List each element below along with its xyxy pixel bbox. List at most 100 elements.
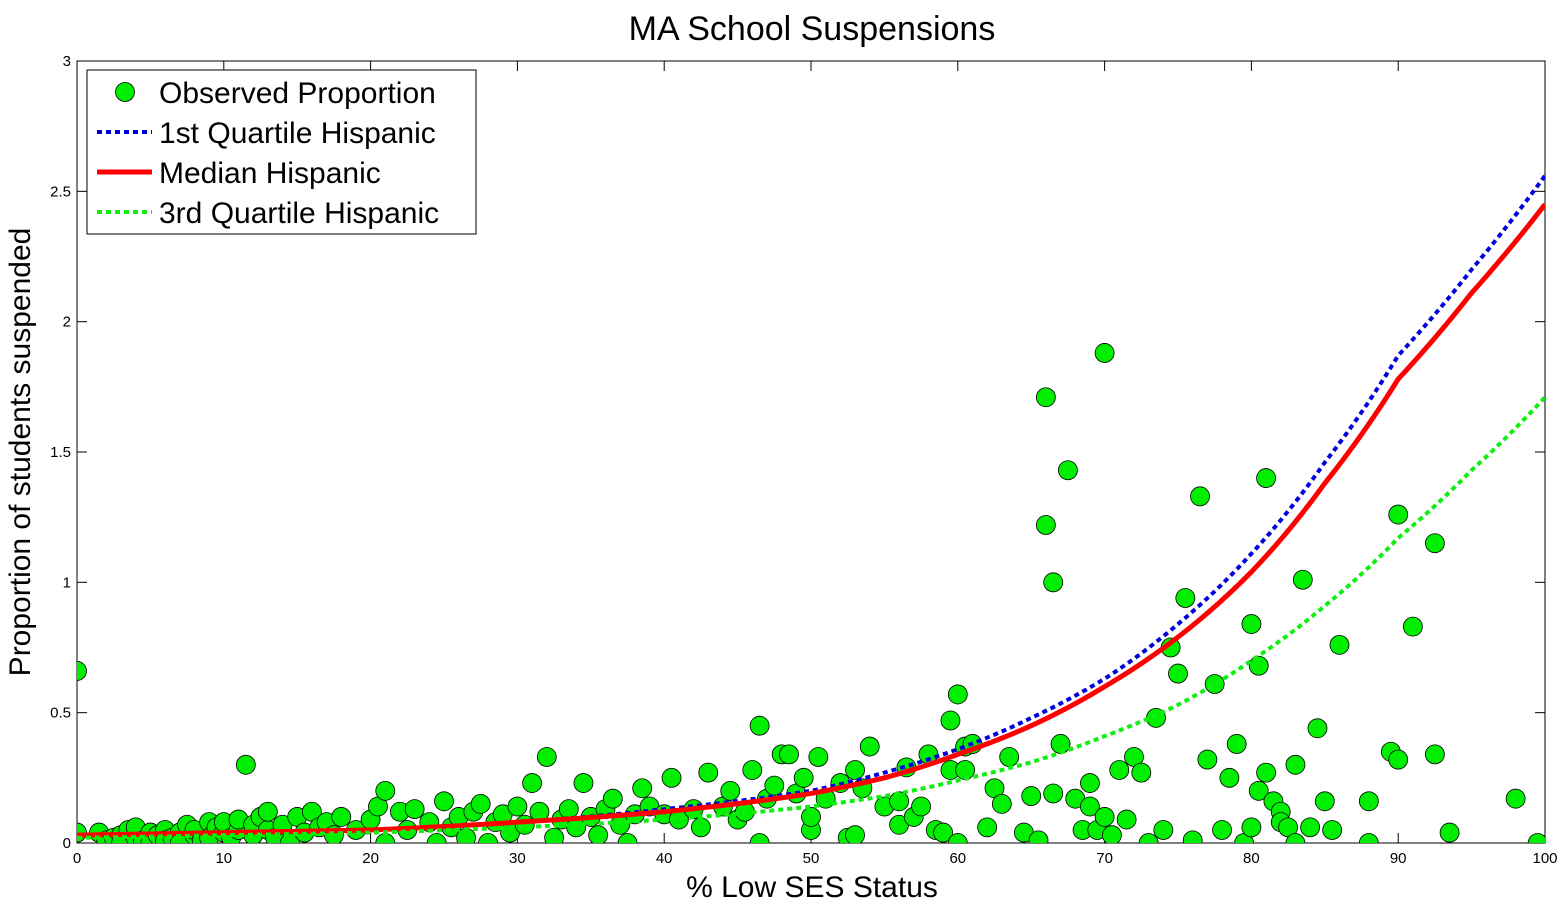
legend-label: Observed Proportion [159, 77, 436, 110]
data-point [257, 801, 278, 822]
legend-label: 1st Quartile Hispanic [159, 117, 436, 150]
data-point [859, 736, 880, 757]
data-point [742, 760, 763, 780]
data-point [889, 791, 909, 812]
data-point [1058, 460, 1078, 481]
data-point [1094, 807, 1115, 827]
legend-label: Median Hispanic [159, 157, 381, 190]
data-point [1035, 515, 1056, 535]
data-point [1241, 614, 1262, 634]
data-point [940, 710, 961, 731]
x-tick-label: 70 [1096, 850, 1113, 867]
data-point [1021, 786, 1042, 806]
legend-label: 3rd Quartile Hispanic [159, 197, 439, 230]
legend-box [86, 69, 477, 235]
data-point [947, 684, 968, 705]
data-point [470, 794, 491, 814]
x-tick-label: 80 [1243, 850, 1260, 867]
data-point [845, 825, 865, 843]
data-point [1219, 767, 1240, 788]
data-point [779, 744, 799, 765]
data-point [1388, 504, 1409, 525]
data-point [1109, 760, 1130, 780]
data-point [793, 767, 814, 788]
data-point [1358, 791, 1379, 812]
y-tick-label: 1 [63, 574, 71, 591]
data-point [588, 825, 609, 843]
y-tick-label: 3 [63, 53, 71, 70]
data-point [1307, 718, 1328, 739]
data-point [1102, 825, 1122, 843]
y-axis-label: Proportion of students suspended [4, 228, 37, 677]
data-point [1248, 655, 1269, 676]
data-point [404, 799, 425, 820]
data-point [999, 747, 1020, 767]
chart-title: MA School Suspensions [629, 10, 996, 48]
data-point [544, 827, 564, 843]
data-point [1226, 734, 1247, 754]
data-point [1094, 343, 1115, 363]
data-point [573, 773, 594, 793]
data-point [1197, 749, 1218, 770]
data-point [1300, 817, 1321, 838]
data-point [933, 822, 954, 843]
y-tick-label: 0 [63, 835, 71, 852]
data-point [536, 747, 557, 767]
data-point [1402, 616, 1423, 637]
data-point [691, 817, 711, 838]
data-point [1527, 833, 1545, 843]
data-point [331, 807, 352, 827]
data-point [1322, 820, 1343, 840]
data-point [1425, 744, 1445, 765]
data-point [955, 760, 976, 780]
data-point [602, 788, 623, 809]
data-point [1028, 830, 1049, 843]
data-point [1190, 486, 1210, 507]
x-tick-label: 50 [803, 850, 820, 867]
x-tick-label: 40 [656, 850, 673, 867]
data-point [977, 817, 998, 838]
data-point [1116, 809, 1137, 830]
data-point [1138, 833, 1159, 843]
data-point [1168, 663, 1188, 684]
data-point [1256, 762, 1276, 783]
data-point [507, 796, 528, 817]
x-tick-label: 60 [949, 850, 966, 867]
data-point [1131, 762, 1152, 783]
data-point [698, 762, 719, 783]
plot-area: 0 10 20 30 40 50 60 70 80 90 100 0 0.5 1 1.5 2 2.5 3 [50, 53, 1557, 867]
data-point [426, 833, 447, 843]
data-point [1182, 830, 1203, 843]
data-point [1425, 533, 1445, 554]
data-point [1256, 468, 1276, 488]
y-tick-label: 0.5 [50, 705, 71, 722]
data-point [434, 791, 454, 812]
data-point [1212, 820, 1232, 840]
data-point [1329, 634, 1350, 655]
data-point [720, 780, 741, 801]
data-point [911, 796, 931, 817]
3rd-quartile-hispanic-line [77, 395, 1545, 840]
data-point [845, 760, 865, 780]
x-tick-label: 100 [1532, 850, 1557, 867]
data-point [1388, 749, 1409, 770]
data-point [947, 833, 968, 843]
data-point [1292, 569, 1313, 590]
data-point [749, 715, 770, 736]
y-tick-label: 2 [63, 314, 71, 331]
data-point [801, 807, 821, 827]
data-point [1035, 387, 1056, 408]
data-point [1439, 822, 1460, 843]
1st-quartile-hispanic-line [77, 174, 1545, 838]
data-point [1204, 674, 1225, 694]
data-point [1043, 572, 1064, 593]
y-tick-label: 1.5 [50, 444, 71, 461]
x-tick-label: 30 [509, 850, 526, 867]
x-axis-label: % Low SES Status [686, 871, 938, 904]
data-point [1285, 833, 1306, 843]
data-point [1043, 783, 1064, 804]
data-point [235, 754, 256, 775]
data-point [478, 833, 498, 843]
data-point [1358, 833, 1379, 843]
